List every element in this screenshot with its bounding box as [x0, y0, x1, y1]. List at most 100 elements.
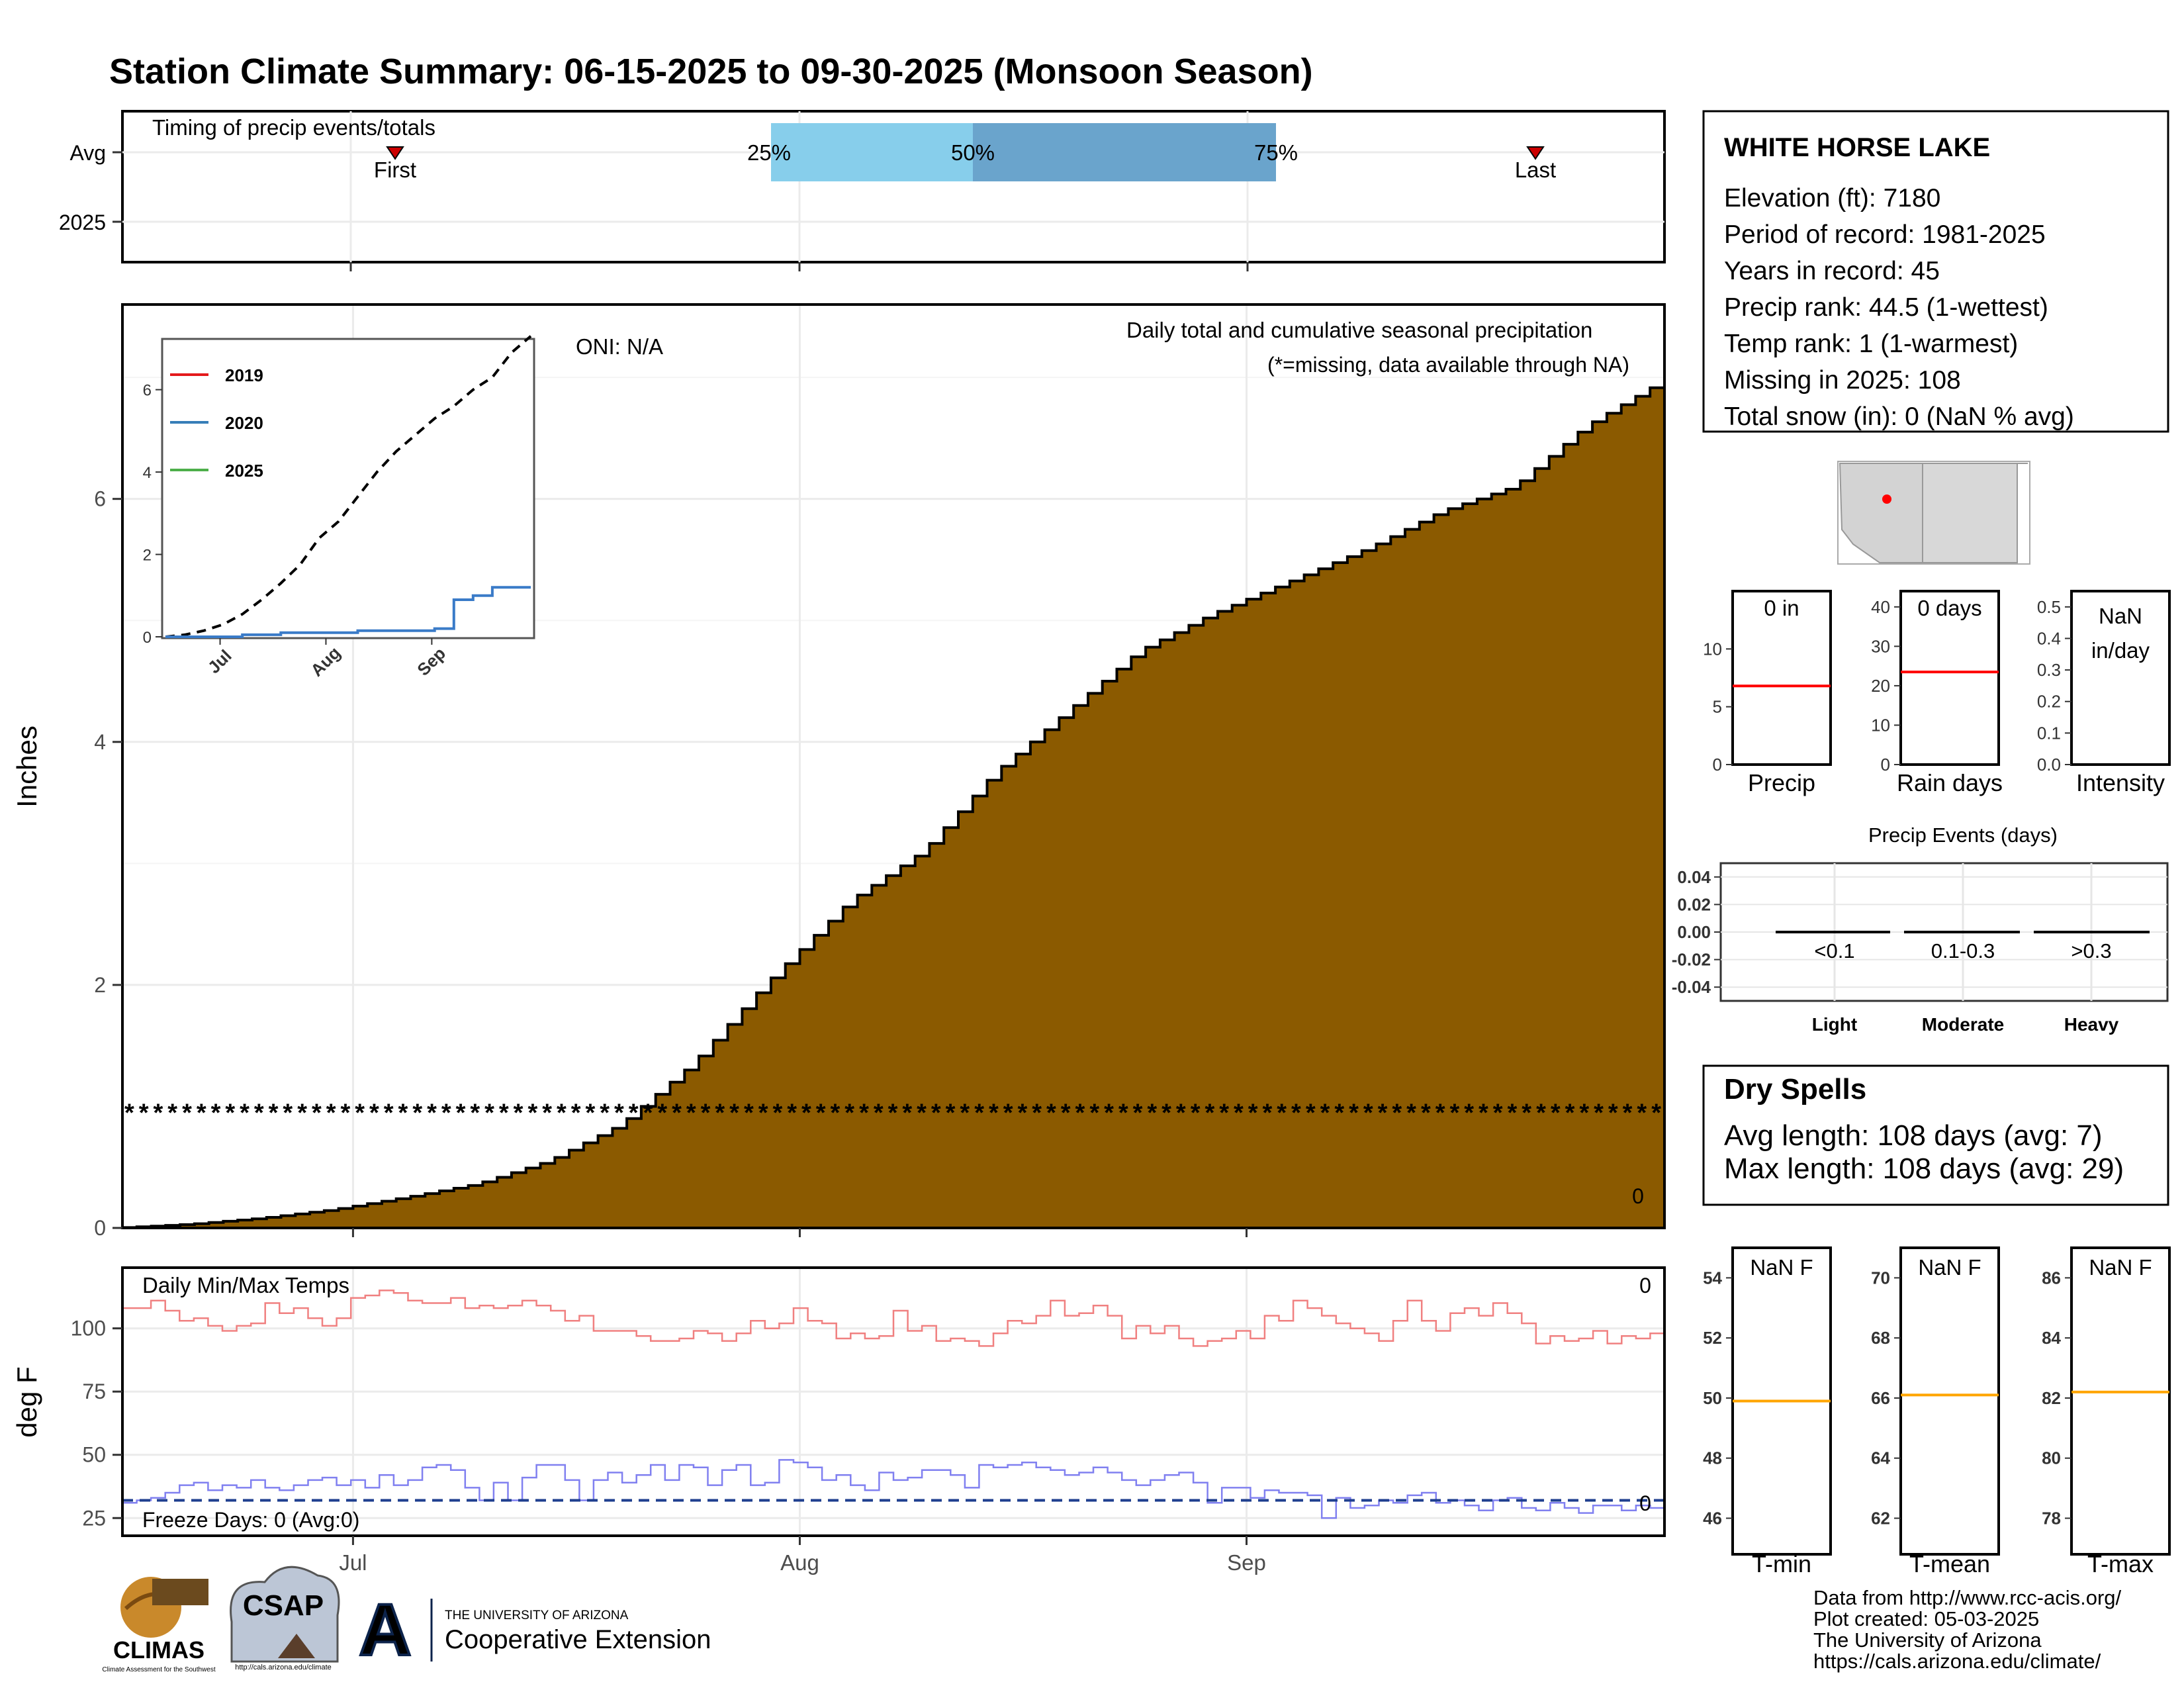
dry-spells-frame [1702, 1064, 2169, 1206]
mini-bar-tick-label: 0.4 [2037, 628, 2061, 648]
max-temp-count: 0 [1639, 1274, 1651, 1297]
station-years: Years in record: 45 [1724, 257, 1940, 285]
precip-ytick-label: 6 [94, 487, 106, 511]
inset-ytick-label: 6 [143, 382, 152, 400]
events-title: Precip Events (days) [1868, 823, 2058, 847]
mini-bar-tick-label: 0 [1881, 755, 1890, 774]
events-cat-moderate: Moderate [1922, 1014, 2004, 1035]
precip-subtitle: Daily total and cumulative seasonal prec… [1126, 318, 1592, 342]
inset-legend: 2019 2020 2025 [170, 365, 263, 481]
last-label: Last [1515, 158, 1556, 182]
min-temp-count: 0 [1639, 1491, 1651, 1515]
missing-note: (*=missing, data available through NA) [1267, 353, 1629, 377]
ua-coop-extension: Cooperative Extension [445, 1625, 711, 1654]
temp-summary-bars: 46 48 50 52 54 NaN F T-min 62 64 66 68 70 NaN F T-mea… [1703, 1246, 2171, 1577]
mini-bar-label: Precip [1748, 769, 1815, 796]
mini-bar-frame [2070, 590, 2171, 766]
temp-ytick-label: 50 [82, 1443, 106, 1467]
events-tick-label: -0.04 [1672, 977, 1711, 997]
locator-map [1837, 461, 2030, 565]
temp-bar-tick-label: 50 [1703, 1388, 1722, 1408]
temp-bar-frame [1899, 1246, 2000, 1556]
map-new-mexico [1922, 463, 2018, 563]
climas-wordmark: CLIMAS [113, 1636, 205, 1664]
dry-spells-max: Max length: 108 days (avg: 29) [1724, 1152, 2124, 1185]
temp-panel-frame [121, 1266, 1666, 1537]
mini-bar-value: NaN [2099, 604, 2142, 628]
temp-ytick-label: 75 [82, 1380, 106, 1403]
first-marker-icon [386, 146, 404, 160]
temp-bar-label: T-max [2087, 1550, 2154, 1577]
legend-2019-label: 2019 [225, 365, 263, 385]
footer-line-data: Data from http://www.rcc-acis.org/ [1813, 1586, 2122, 1609]
mini-bar-tick-label: 40 [1871, 597, 1890, 617]
footer-line-created: Plot created: 05-03-2025 [1813, 1607, 2039, 1630]
quartile-25-50-bar [771, 123, 973, 181]
mini-bar-tick-label: 30 [1871, 636, 1890, 656]
csap-logo: CSAP http://cals.arizona.edu/climate [230, 1566, 340, 1671]
ua-a-mark: A [359, 1589, 411, 1671]
mini-bar-frame [1731, 590, 1832, 766]
station-elevation: Elevation (ft): 7180 [1724, 184, 1940, 212]
temp-bar-tick-label: 70 [1871, 1268, 1890, 1288]
temp-bar-tick-label: 68 [1871, 1328, 1890, 1348]
temp-panel-title: Daily Min/Max Temps [142, 1273, 349, 1297]
inset-ytick-label: 0 [143, 629, 152, 647]
mini-bar-tick-label: 0.0 [2037, 755, 2061, 774]
csap-cloud [230, 1566, 340, 1663]
ua-logo: A THE UNIVERSITY OF ARIZONA Cooperative … [357, 1588, 711, 1672]
legend-2025-label: 2025 [225, 461, 263, 481]
climas-subtitle: Climate Assessment for the Southwest [102, 1666, 215, 1673]
mini-bar-tick-label: 10 [1703, 639, 1722, 659]
climas-emblem-flag [152, 1579, 208, 1605]
csap-wordmark: CSAP [243, 1589, 324, 1622]
temp-ylabel: deg F [11, 1366, 42, 1437]
inset-2020-line [165, 586, 531, 638]
temp-bar-tick-label: 80 [2042, 1448, 2061, 1468]
precip-events-panel: Precip Events (days) 0.04 0.02 0.00 -0.02 -0… [1672, 823, 2169, 1035]
mini-bar-tick-label: 0.2 [2037, 692, 2061, 712]
temp-bar-tick-label: 52 [1703, 1328, 1722, 1348]
mini-bar-label: Intensity [2076, 769, 2165, 796]
last-marker-icon [1526, 146, 1545, 160]
temp-xtick-label: Sep [1227, 1550, 1266, 1575]
temp-bar-value: NaN F [1918, 1255, 1981, 1280]
station-period: Period of record: 1981-2025 [1724, 220, 2046, 249]
precip-ytick-label: 4 [94, 730, 106, 754]
events-range-light: <0.1 [1814, 939, 1854, 962]
oni-label: ONI: N/A [576, 334, 663, 359]
mini-bar-tick-label: 5 [1713, 697, 1722, 717]
temp-xtick-label: Jul [339, 1550, 367, 1575]
footer-line-url: https://cals.arizona.edu/climate/ [1813, 1650, 2101, 1673]
events-cat-heavy: Heavy [2064, 1014, 2119, 1035]
mini-bar-value: 0 in [1764, 596, 1799, 620]
mini-bar-tick-label: 0.1 [2037, 723, 2061, 743]
mini-bar-tick-label: 0.5 [2037, 597, 2061, 617]
events-tick-label: -0.02 [1672, 950, 1711, 970]
inset-ytick-label: 4 [143, 464, 152, 482]
temp-bar-tick-label: 66 [1871, 1388, 1890, 1408]
station-info-box: WHITE HORSE LAKE Elevation (ft): 7180 Pe… [1702, 110, 2169, 433]
mini-bar-frame [1899, 590, 2000, 766]
climas-logo: CLIMAS Climate Assessment for the Southw… [102, 1577, 216, 1673]
footer-credits: Data from http://www.rcc-acis.org/ Plot … [1813, 1586, 2122, 1673]
station-snow: Total snow (in): 0 (NaN % avg) [1724, 402, 2074, 431]
precip-axis-ticks: 0 2 4 6 [94, 487, 1248, 1240]
freeze-days-label: Freeze Days: 0 (Avg:0) [142, 1508, 359, 1532]
max-temp-line [122, 1289, 1664, 1347]
temp-bar-tick-label: 54 [1703, 1268, 1722, 1288]
dry-spells-box: Dry Spells Avg length: 108 days (avg: 7)… [1702, 1064, 2169, 1206]
q50-label: 50% [951, 140, 995, 165]
temp-bar-tick-label: 48 [1703, 1448, 1722, 1468]
temp-bar-tick-label: 82 [2042, 1388, 2061, 1408]
cumulative-precip-area [121, 386, 1666, 1229]
inset-ytick-label: 2 [143, 547, 152, 565]
events-tick-label: 0.00 [1677, 922, 1711, 942]
timing-ytick-avg: Avg [69, 141, 106, 165]
temp-bar-tick-label: 86 [2042, 1268, 2061, 1288]
temp-bar-tick-label: 84 [2042, 1328, 2061, 1348]
dry-spells-avg: Avg length: 108 days (avg: 7) [1724, 1119, 2103, 1152]
